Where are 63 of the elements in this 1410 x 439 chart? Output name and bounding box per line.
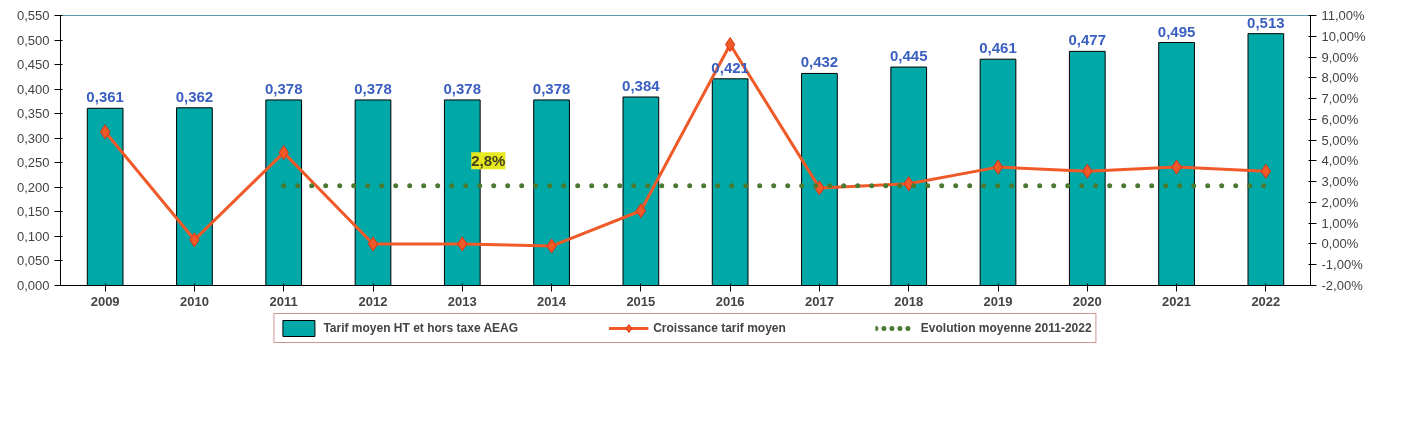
data-label: 0,513 (1247, 13, 1285, 31)
y2-tick-label: 7,00% (1321, 91, 1359, 107)
data-label: 0,378 (354, 79, 392, 97)
legend-label: Croissance tarif moyen (653, 321, 786, 335)
y2-tick-label: 3,00% (1321, 174, 1359, 190)
point (724, 37, 736, 53)
y2-tick-label: 4,00% (1321, 153, 1359, 169)
y-tick-label: 0,150 (16, 204, 50, 220)
x-tick-label: 2011 (269, 293, 298, 309)
x-tick-label: 2013 (447, 293, 477, 309)
y-tick-label: 0,100 (16, 228, 50, 244)
data-label: 0,384 (622, 76, 661, 94)
data-label: 0,378 (532, 79, 571, 97)
point (1260, 163, 1272, 179)
y2-tick-label: 9,00% (1321, 49, 1359, 65)
legend-label: Evolution moyenne 2011-2022 (920, 321, 1092, 335)
x-tick-label: 2022 (1251, 293, 1281, 309)
y-tick-label: 0,000 (16, 278, 50, 293)
y-tick-label: 0,450 (16, 57, 50, 73)
x-tick-label: 2021 (1162, 293, 1192, 309)
x-tick-label: 2017 (804, 293, 834, 309)
annotation: 2,8% (471, 152, 506, 170)
y2-tick-label: 1,00% (1321, 215, 1359, 231)
data-label: 0,378 (443, 79, 482, 97)
y-tick-label: 0,350 (16, 106, 50, 122)
x-tick-label: 2010 (179, 293, 209, 309)
data-label: 0,361 (86, 88, 124, 106)
y-tick-label: 0,200 (16, 179, 50, 195)
y2-tick-label: 5,00% (1321, 132, 1359, 148)
y2-tick-label: -1,00% (1321, 257, 1364, 273)
point (99, 124, 111, 140)
y-tick-label: 0,250 (16, 155, 50, 171)
x-tick-label: 2018 (894, 293, 924, 309)
y-tick-label: 0,500 (16, 32, 50, 48)
x-tick-label: 2015 (626, 293, 656, 309)
x-tick-label: 2019 (983, 293, 1013, 309)
data-label: 0,378 (264, 79, 303, 97)
x-tick-label: 2014 (537, 293, 567, 309)
y2-tick-label: 0,00% (1321, 236, 1359, 252)
y2-tick-label: 2,00% (1321, 194, 1359, 210)
data-label: 0,362 (175, 87, 214, 105)
legend-label: Tarif moyen HT et hors taxe AEAG (323, 321, 519, 335)
x-tick-label: 2012 (358, 293, 388, 309)
y-tick-label: 0,300 (16, 130, 50, 146)
y2-tick-label: -2,00% (1321, 278, 1364, 293)
x-tick-label: 2020 (1072, 293, 1102, 309)
data-label: 0,432 (800, 53, 839, 71)
y-tick-label: 0,050 (16, 253, 50, 269)
y2-tick-label: 8,00% (1321, 70, 1359, 86)
point (992, 159, 1004, 175)
data-label: 0,477 (1068, 31, 1107, 49)
data-label: 0,445 (889, 47, 928, 65)
data-label: 0,461 (979, 39, 1017, 57)
x-tick-label: 2016 (715, 293, 745, 309)
y2-tick-label: 6,00% (1321, 111, 1359, 127)
point (635, 203, 647, 219)
point (367, 236, 379, 252)
y-tick-label: 0,400 (16, 81, 50, 97)
y2-tick-label: 11,00% (1321, 8, 1366, 23)
data-label: 0,495 (1157, 22, 1196, 40)
x-tick-label: 2009 (90, 293, 120, 309)
y2-tick-label: 10,00% (1321, 28, 1367, 44)
y-tick-label: 0,550 (16, 8, 50, 23)
